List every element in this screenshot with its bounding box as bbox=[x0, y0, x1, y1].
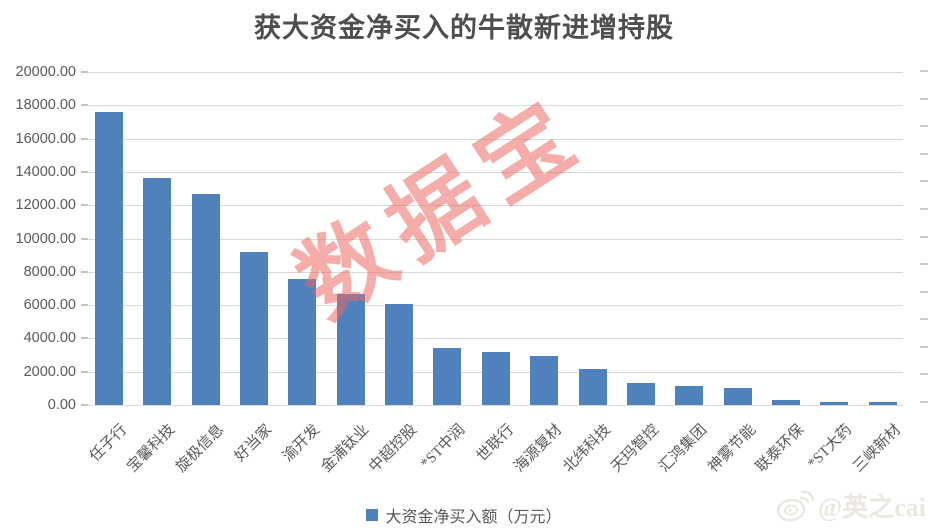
bar-中超控股 bbox=[385, 303, 414, 405]
bar-任子行 bbox=[95, 112, 123, 405]
x-axis-category-label: 天玛智控 bbox=[608, 421, 662, 476]
y-axis-tick-mark bbox=[81, 71, 88, 73]
plot-area bbox=[88, 72, 903, 406]
y-axis-tick-label: 12000.00 bbox=[15, 197, 76, 214]
y-axis-tick-label: 0.00 bbox=[47, 397, 76, 413]
right-axis-tick-mark bbox=[920, 125, 928, 128]
x-axis-category-label: 汇鸿集团 bbox=[656, 421, 711, 476]
right-axis-tick-mark bbox=[920, 207, 928, 210]
y-axis-tick-label: 4000.00 bbox=[23, 330, 76, 347]
gridline bbox=[88, 405, 903, 406]
weibo-icon bbox=[776, 490, 815, 521]
bar-神雾节能 bbox=[723, 388, 752, 405]
right-axis-tick-mark bbox=[920, 180, 928, 183]
right-axis-tick-mark bbox=[920, 345, 928, 348]
x-axis-category-label: 中超控股 bbox=[366, 421, 421, 476]
bar-三峡新材 bbox=[868, 402, 897, 405]
x-axis-category-label: 神雾节能 bbox=[704, 421, 759, 476]
bar-旋极信息 bbox=[191, 193, 220, 405]
credit-handle: @英之cai bbox=[818, 493, 926, 522]
bar-金浦钛业 bbox=[336, 293, 365, 405]
legend-color-swatch bbox=[366, 509, 379, 521]
x-axis-category-label: 海源复材 bbox=[511, 421, 566, 476]
y-axis-tick-label: 18000.00 bbox=[15, 97, 76, 114]
bar-海源复材 bbox=[530, 355, 559, 405]
y-axis-tick-mark bbox=[81, 104, 88, 107]
right-axis-tick-mark bbox=[920, 152, 928, 155]
gridline bbox=[88, 72, 903, 73]
gridline bbox=[88, 305, 903, 307]
y-axis-tick-label: 16000.00 bbox=[15, 130, 76, 147]
y-axis-tick-mark bbox=[81, 137, 88, 140]
right-axis-tick-mark bbox=[920, 401, 928, 403]
legend-series-label: 大资金净买入额（万元） bbox=[385, 509, 562, 526]
y-axis-tick-mark bbox=[81, 370, 88, 373]
bar-宝馨科技 bbox=[143, 178, 172, 405]
y-axis-tick-mark bbox=[81, 204, 88, 207]
gridline bbox=[88, 205, 903, 207]
bar-天玛智控 bbox=[626, 382, 655, 405]
y-axis-tick-mark bbox=[81, 404, 88, 406]
y-axis-tick-label: 6000.00 bbox=[23, 297, 76, 314]
bar-北纬科技 bbox=[578, 369, 607, 405]
y-axis-tick-mark bbox=[81, 304, 88, 307]
x-axis-category-label: 北纬科技 bbox=[559, 421, 614, 476]
x-axis-category-label: 联泰环保 bbox=[753, 421, 808, 476]
right-axis-tick-mark bbox=[920, 318, 928, 321]
y-axis-tick-label: 20000.00 bbox=[15, 64, 76, 80]
bar-渝开发 bbox=[288, 278, 317, 405]
x-axis-category-label: 三峡新材 bbox=[849, 421, 904, 476]
right-axis-tick-mark bbox=[920, 263, 928, 266]
bar-*ST中润 bbox=[433, 348, 462, 405]
bar-联泰环保 bbox=[771, 400, 800, 405]
gridline bbox=[88, 238, 903, 240]
gridline bbox=[88, 138, 903, 140]
y-axis-tick-label: 10000.00 bbox=[15, 230, 76, 247]
right-axis-tick-mark bbox=[920, 97, 928, 100]
gridline bbox=[88, 338, 903, 340]
x-axis-category-label: 金浦钛业 bbox=[318, 421, 372, 476]
chart-legend: 大资金净买入额（万元） bbox=[0, 503, 928, 527]
right-axis-tick-mark bbox=[920, 70, 928, 72]
gridline bbox=[88, 105, 903, 107]
y-axis-tick-label: 2000.00 bbox=[23, 363, 76, 380]
y-axis-tick-mark bbox=[81, 237, 88, 240]
x-axis-category-label: 宝馨科技 bbox=[124, 421, 179, 476]
chart-title: 获大资金净买入的牛散新进增持股 bbox=[254, 13, 674, 43]
bar-好当家 bbox=[240, 251, 269, 405]
x-axis-category-label: *ST中润 bbox=[418, 421, 469, 473]
right-axis-tick-mark bbox=[920, 290, 928, 293]
bar-汇鸿集团 bbox=[675, 385, 704, 405]
x-axis-category-label: 好当家 bbox=[232, 421, 276, 465]
bar-世联行 bbox=[481, 352, 510, 405]
bar-*ST大药 bbox=[820, 402, 849, 405]
right-axis-tick-mark bbox=[920, 235, 928, 238]
y-axis-tick-mark bbox=[81, 337, 88, 340]
y-axis-tick-label: 14000.00 bbox=[15, 163, 76, 180]
credit-watermark: @英之cai bbox=[774, 487, 926, 524]
x-axis-category-label: 旋极信息 bbox=[173, 421, 227, 476]
y-axis-tick-label: 8000.00 bbox=[23, 263, 76, 280]
y-axis-tick-mark bbox=[81, 270, 88, 273]
gridline bbox=[88, 271, 903, 273]
x-axis-category-label: *ST大药 bbox=[805, 421, 856, 473]
y-axis-tick-mark bbox=[81, 170, 88, 173]
gridline bbox=[88, 171, 903, 173]
right-axis-tick-mark bbox=[920, 373, 928, 376]
